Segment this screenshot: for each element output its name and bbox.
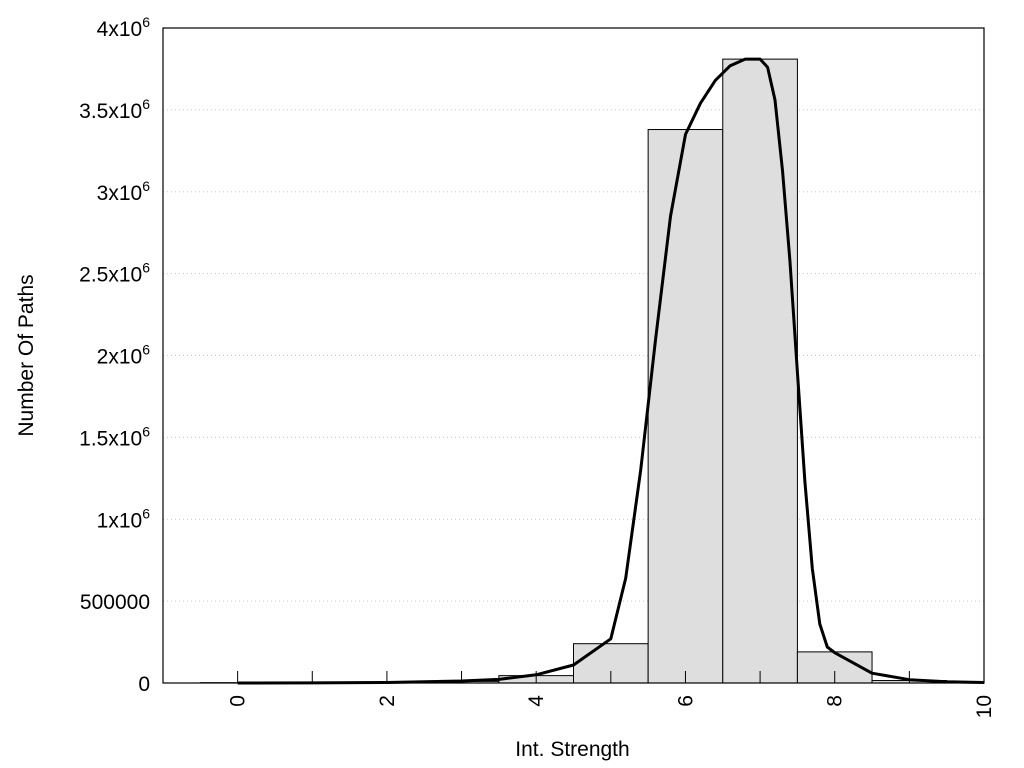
- x-tick-label: 0: [227, 695, 250, 707]
- y-tick-label: 1.5x106: [79, 423, 150, 450]
- y-axis-ticks: 0 500000 1x106 1.5x106 2x106 2.5x106 3x106 3.5x…: [79, 14, 150, 696]
- y-tick-label: 500000: [80, 591, 150, 614]
- y-tick-label: 4x106: [97, 14, 151, 41]
- y-tick-label: 0: [138, 673, 150, 696]
- y-tick-label: 3x106: [97, 178, 151, 205]
- plot-frame: [162, 27, 985, 684]
- histogram-bars: [199, 58, 948, 684]
- histogram-bar: [647, 129, 724, 684]
- x-tick-label: 4: [525, 695, 548, 707]
- x-tick-label: 8: [824, 695, 847, 707]
- y-tick-label: 1x106: [97, 505, 151, 532]
- x-axis-ticks: 0 2 4 6 8 10: [227, 671, 996, 718]
- x-tick-label: 6: [674, 695, 697, 707]
- fit-curve: [237, 57, 985, 685]
- y-tick-label: 2x106: [97, 342, 151, 369]
- y-tick-label: 2.5x106: [79, 260, 150, 287]
- grid-lines: [163, 109, 984, 602]
- x-axis-label: Int. Strength: [515, 738, 629, 761]
- x-tick-label: 2: [376, 695, 399, 707]
- y-axis-label: Number Of Paths: [15, 274, 38, 436]
- y-tick-label: 3.5x106: [79, 96, 150, 123]
- histogram-bar: [722, 58, 798, 684]
- x-tick-label: 10: [973, 695, 996, 718]
